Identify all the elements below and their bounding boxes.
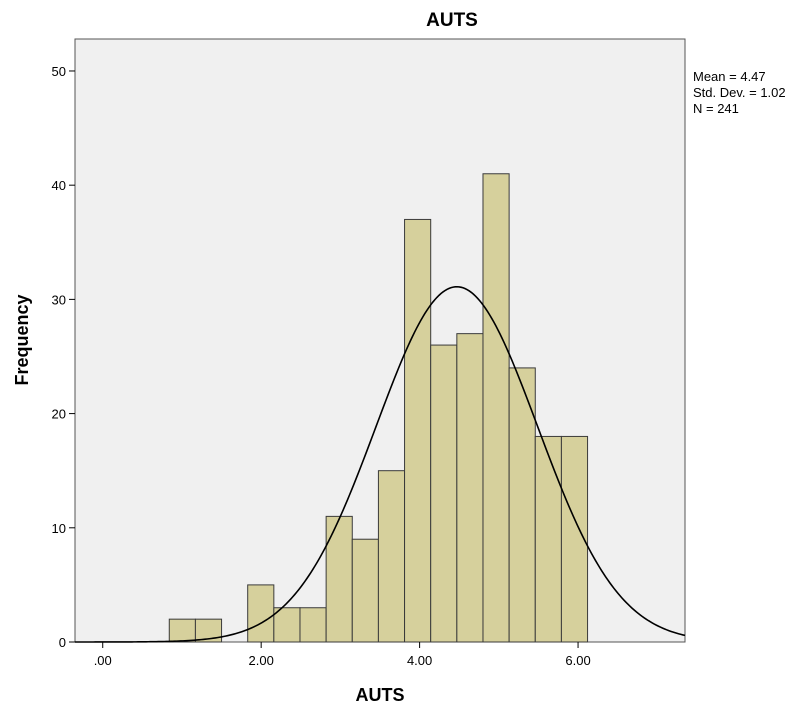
bar-4 [299,607,327,643]
bar-6 [351,538,379,643]
stat-std-dev: Std. Dev. = 1.02 [693,85,786,100]
x-axis: .00 2.00 4.00 6.00 [94,642,591,668]
y-axis: 0 10 20 30 40 50 [52,64,75,650]
stat-mean: Mean = 4.47 [693,69,766,84]
bar-1 [194,618,223,643]
y-tick-label-3: 30 [52,292,66,307]
y-tick-label-2: 20 [52,407,66,422]
y-tick-label-4: 40 [52,178,66,193]
x-tick-label-2: 4.00 [407,653,432,668]
bar-11 [482,173,510,643]
bars-group [168,173,589,643]
bar-13 [534,435,562,643]
bar-10 [456,333,484,643]
x-tick-label-0: .00 [94,653,112,668]
y-tick-label-0: 0 [59,635,66,650]
stat-n: N = 241 [693,101,739,116]
x-axis-label: AUTS [356,685,405,705]
x-tick-label-3: 6.00 [565,653,590,668]
bar-7 [377,470,406,643]
y-tick-label-5: 50 [52,64,66,79]
bar-2 [247,584,275,643]
curve-group [75,285,686,643]
bar-8 [404,218,432,643]
bar-12 [508,367,536,643]
bar-14 [560,435,589,643]
chart-title: AUTS [426,10,478,31]
normal-curve [75,285,686,643]
bar-0 [168,618,196,643]
y-tick-label-1: 10 [52,521,66,536]
x-tick-label-1: 2.00 [249,653,274,668]
bar-3 [273,607,301,643]
bar-5 [325,515,353,643]
y-axis-label: Frequency [12,294,32,385]
bar-9 [430,344,458,643]
